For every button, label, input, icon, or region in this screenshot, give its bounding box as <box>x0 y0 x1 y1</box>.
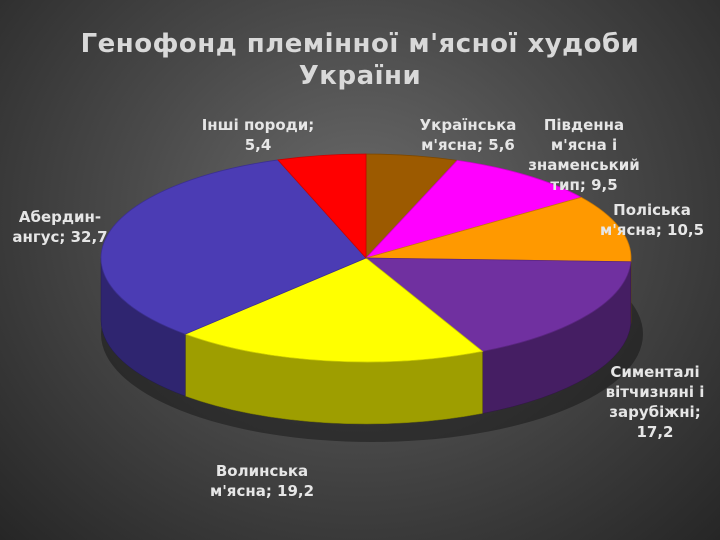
data-label-line: ангус; 32,7 <box>12 228 107 246</box>
slice-4 <box>184 257 484 363</box>
title-line-1: Генофонд племінної м'ясної худоби <box>80 29 640 59</box>
data-label-line: Південна <box>544 116 624 134</box>
data-label-line: вітчизняні і <box>606 383 705 401</box>
slice-5 <box>100 159 367 335</box>
slice-3 <box>364 257 632 352</box>
data-label-line: зарубіжні; <box>609 403 700 421</box>
data-label-line: Українська <box>420 116 517 134</box>
data-label-line: Волинська <box>216 462 308 480</box>
data-label-line: м'ясна; 10,5 <box>600 221 704 239</box>
data-label-0: Українська м'ясна; 5,6 <box>420 116 517 154</box>
slice-6 <box>277 153 367 260</box>
data-label-5: Абердин-ангус; 32,7 <box>12 208 107 246</box>
data-label-1: Південна м'ясна і знаменський тип; 9,5 <box>528 116 640 194</box>
data-label-line: Поліська <box>613 201 691 219</box>
data-label-6: Інші породи; 5,4 <box>202 116 315 154</box>
data-label-line: 5,4 <box>245 136 272 154</box>
data-label-line: 17,2 <box>636 423 673 441</box>
data-label-line: м'ясна; 19,2 <box>210 482 314 500</box>
slide-title: Генофонд племінної м'ясної худоби Україн… <box>0 28 720 92</box>
slice-2 <box>365 196 632 263</box>
data-label-2: Поліська м'ясна; 10,5 <box>600 201 704 239</box>
data-label-line: Інші породи; <box>202 116 315 134</box>
data-label-line: Сименталі <box>610 363 699 381</box>
data-label-line: м'ясна; 5,6 <box>421 136 515 154</box>
data-label-line: знаменський <box>528 156 640 174</box>
data-label-line: Абердин- <box>19 208 101 226</box>
data-label-line: м'ясна і <box>551 136 617 154</box>
slice-1 <box>364 159 583 259</box>
data-label-line: тип; 9,5 <box>550 176 617 194</box>
title-line-2: України <box>298 61 422 91</box>
data-label-4: Волинська м'ясна; 19,2 <box>210 462 314 500</box>
data-label-3: Сименталі вітчизняні і зарубіжні; 17,2 <box>606 363 705 441</box>
